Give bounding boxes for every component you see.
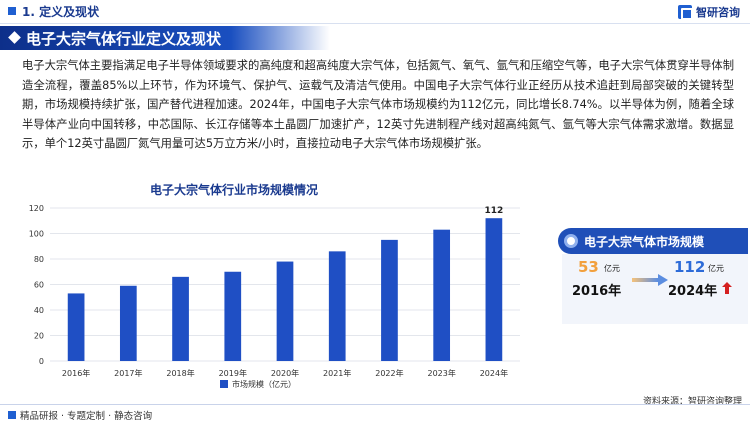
- source-note: 资料来源：智研咨询整理: [642, 397, 742, 407]
- start-unit: 亿元: [604, 264, 620, 273]
- legend-label: 市场规模（亿元）: [232, 379, 296, 389]
- bar: [172, 276, 189, 361]
- panel-header: 电子大宗气体市场规模: [558, 228, 748, 254]
- x-tick-label: 2020年: [271, 368, 299, 378]
- y-tick-label: 60: [34, 281, 44, 290]
- panel-title: 电子大宗气体市场规模: [584, 235, 705, 249]
- x-tick-label: 2021年: [323, 368, 351, 378]
- bar: [381, 239, 398, 361]
- bar: [328, 251, 346, 361]
- x-tick-label: 2024年: [480, 368, 508, 378]
- diamond-icon: [8, 31, 21, 44]
- data-label: 112: [484, 206, 503, 216]
- bar-chart: 0 20 40 60 80 100 120 2016年 2017年 2018年 2019年 2020年…: [29, 204, 520, 389]
- top-bar: 1. 定义及现状 智研咨询: [0, 0, 750, 24]
- brand-logo-icon: [678, 5, 693, 20]
- y-tick-label: 100: [29, 230, 44, 239]
- x-tick-label: 2022年: [375, 368, 403, 378]
- y-tick-label: 40: [34, 306, 44, 315]
- bar: [67, 293, 85, 361]
- x-tick-label: 2016年: [62, 368, 90, 378]
- footer-tagline: 精品研报 · 专题定制 · 静态咨询: [8, 408, 152, 421]
- brand: 智研咨询: [678, 4, 740, 20]
- bar: [224, 271, 242, 361]
- legend-swatch: [220, 380, 228, 388]
- y-tick-label: 80: [34, 255, 44, 264]
- section-marker-icon: [8, 7, 16, 15]
- bottom-divider: [0, 404, 750, 405]
- top-divider: [0, 23, 750, 24]
- market-size-panel: 电子大宗气体市场规模 53 亿元 2016年 112 亿元 2024年: [558, 218, 748, 358]
- x-tick-label: 2017年: [114, 368, 142, 378]
- bar: [276, 261, 294, 361]
- title-banner: 电子大宗气体行业定义及现状: [0, 26, 330, 50]
- bar: [433, 229, 451, 361]
- x-tick-label: 2019年: [219, 368, 247, 378]
- start-year: 2016年: [572, 284, 622, 299]
- section-title: 1. 定义及现状: [22, 5, 100, 19]
- y-tick-label: 0: [39, 357, 44, 366]
- footer-marker-icon: [8, 411, 16, 419]
- chart-title: 电子大宗气体行业市场规模情况: [150, 183, 319, 197]
- y-tick-label: 20: [34, 332, 44, 341]
- end-unit: 亿元: [708, 264, 724, 273]
- right-arrow-icon: [632, 274, 668, 286]
- y-tick-label: 120: [29, 204, 44, 213]
- bar: [119, 285, 137, 361]
- start-value: 53: [578, 258, 599, 276]
- circle-icon: [564, 234, 578, 248]
- page-title: 电子大宗气体行业定义及现状: [26, 30, 222, 48]
- bar: [485, 218, 503, 361]
- description-paragraph: 电子大宗气体主要指满足电子半导体领域要求的高纯度和超高纯度大宗气体，包括氮气、氧…: [22, 59, 734, 151]
- brand-name: 智研咨询: [696, 6, 740, 19]
- end-value: 112: [674, 258, 706, 276]
- panel-body: 53 亿元 2016年 112 亿元 2024年: [562, 254, 748, 324]
- footer-text: 精品研报 · 专题定制 · 静态咨询: [20, 411, 153, 421]
- x-tick-label: 2023年: [427, 368, 455, 378]
- up-arrow-icon: [722, 282, 732, 294]
- end-year: 2024年: [668, 284, 718, 299]
- x-tick-label: 2018年: [166, 368, 194, 378]
